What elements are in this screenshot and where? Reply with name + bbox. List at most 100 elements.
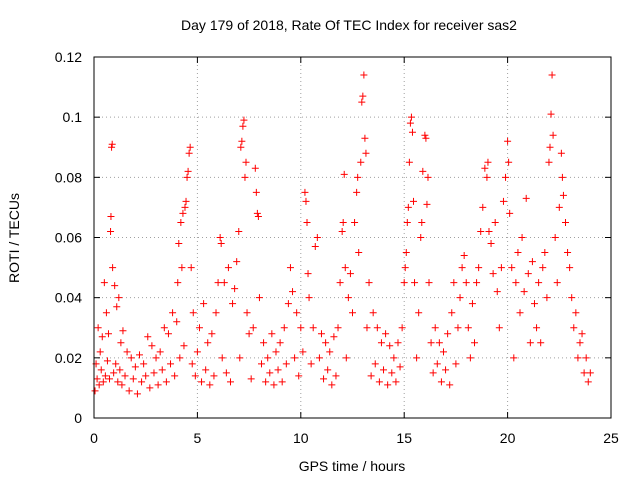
data-point: [260, 339, 268, 347]
data-point: [549, 131, 557, 139]
data-point: [179, 209, 187, 217]
data-point: [109, 264, 117, 272]
data-point: [133, 390, 141, 398]
data-point: [435, 339, 443, 347]
data-point: [384, 381, 392, 389]
data-point: [152, 354, 160, 362]
data-point: [286, 264, 294, 272]
data-point: [388, 369, 396, 377]
data-point: [557, 149, 565, 157]
data-point: [96, 348, 104, 356]
data-point: [411, 279, 419, 287]
chart-title: Day 179 of 2018, Rate Of TEC Index for r…: [181, 17, 517, 33]
data-point: [489, 270, 497, 278]
data-point: [272, 348, 280, 356]
data-point: [518, 234, 526, 241]
data-point: [237, 143, 245, 151]
data-point: [484, 158, 492, 166]
data-point: [404, 203, 412, 211]
data-point: [95, 381, 103, 389]
data-point: [427, 339, 435, 347]
data-point: [396, 363, 404, 371]
data-point: [421, 131, 429, 139]
data-point: [315, 354, 323, 362]
data-point: [119, 327, 127, 335]
data-point: [297, 324, 305, 332]
data-point: [291, 354, 299, 362]
data-point: [240, 116, 248, 124]
data-point: [386, 342, 394, 350]
data-point: [241, 173, 249, 181]
data-point: [178, 264, 186, 272]
data-point: [118, 381, 126, 389]
data-point: [562, 218, 570, 226]
data-point: [520, 288, 528, 296]
data-point: [253, 209, 261, 217]
data-point: [94, 324, 102, 332]
data-point: [452, 360, 460, 368]
data-point: [578, 330, 586, 338]
y-tick-label: 0.06: [55, 230, 82, 246]
data-point: [184, 167, 192, 175]
x-tick-label: 10: [293, 430, 309, 446]
data-point: [107, 212, 115, 220]
data-point: [278, 378, 286, 386]
data-point: [299, 348, 307, 356]
data-point: [193, 348, 201, 356]
data-point: [344, 294, 352, 302]
data-point: [317, 330, 325, 338]
data-point: [417, 234, 425, 241]
data-point: [106, 375, 114, 383]
data-point: [258, 360, 266, 368]
data-point: [164, 330, 172, 338]
data-point: [182, 197, 190, 205]
data-point: [580, 369, 588, 377]
data-point: [116, 366, 124, 374]
data-point: [307, 360, 315, 368]
data-point: [114, 378, 122, 386]
data-point: [415, 309, 423, 317]
data-point: [245, 330, 253, 338]
data-point: [456, 294, 464, 302]
data-point: [424, 173, 432, 181]
data-point: [146, 384, 154, 392]
data-point: [448, 309, 456, 317]
data-point: [200, 300, 208, 308]
data-point: [491, 218, 499, 226]
data-point: [402, 249, 410, 257]
data-point: [101, 372, 109, 380]
data-point: [458, 264, 466, 272]
data-point: [362, 149, 370, 157]
y-tick-label: 0.12: [55, 49, 82, 65]
data-point: [97, 366, 105, 374]
data-point: [566, 264, 574, 272]
data-point: [369, 309, 377, 317]
data-point: [418, 218, 426, 226]
data-point: [148, 342, 156, 350]
data-point: [110, 369, 118, 377]
data-point: [233, 258, 241, 266]
y-tick-label: 0.02: [55, 350, 82, 366]
data-point: [444, 330, 452, 338]
data-point: [117, 339, 125, 347]
data-point: [231, 285, 239, 293]
data-point: [380, 366, 388, 374]
data-point: [485, 227, 493, 235]
data-point: [216, 234, 224, 241]
data-point: [169, 309, 177, 317]
data-point: [535, 279, 543, 287]
data-point: [100, 279, 108, 287]
data-point: [129, 375, 137, 383]
data-point: [332, 372, 340, 380]
data-point: [301, 188, 309, 196]
data-point: [505, 158, 513, 166]
data-point: [510, 354, 518, 362]
data-point: [403, 218, 411, 226]
data-point: [423, 200, 431, 208]
data-point: [466, 354, 474, 362]
data-point: [537, 339, 545, 347]
data-point: [162, 378, 170, 386]
data-point: [198, 378, 206, 386]
x-axis-label: GPS time / hours: [299, 458, 406, 474]
data-point: [191, 372, 199, 380]
